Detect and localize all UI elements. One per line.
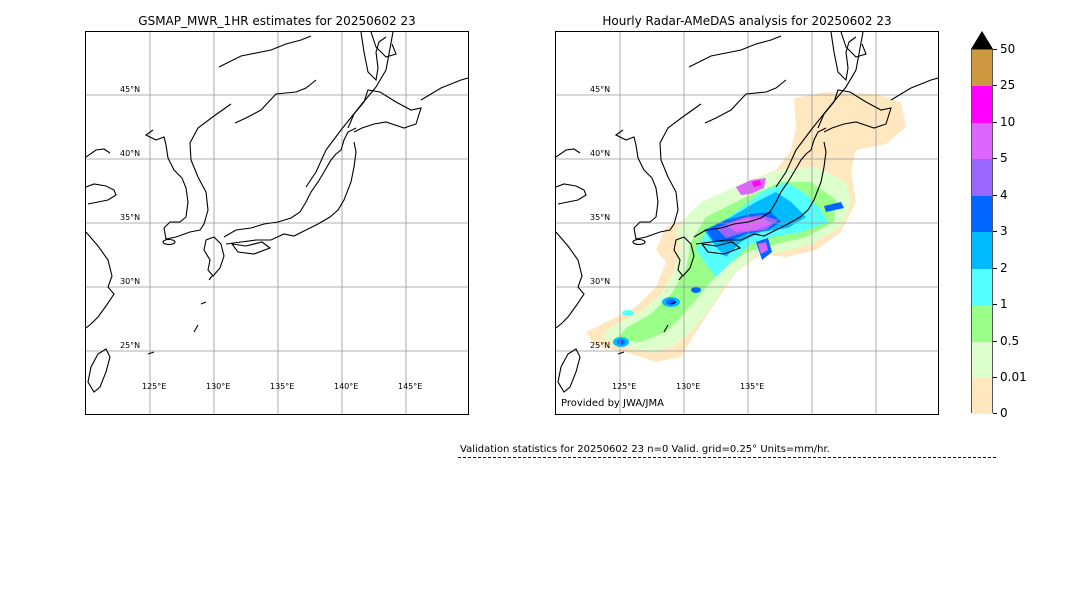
colorbar-label: 0.01 bbox=[1000, 370, 1027, 384]
lon-label-125: 125°E bbox=[612, 382, 637, 391]
colorbar-label: 0.5 bbox=[1000, 334, 1020, 348]
colorbar-seg-0-001 bbox=[972, 378, 992, 414]
colorbar-label: 10 bbox=[1000, 115, 1016, 129]
colorbar-tick bbox=[993, 195, 997, 196]
colorbar-label: 3 bbox=[1000, 224, 1008, 238]
lat-label-30: 30°N bbox=[120, 277, 141, 286]
lat-label-35: 35°N bbox=[120, 213, 141, 222]
right-map-title: Hourly Radar-AMeDAS analysis for 2025060… bbox=[602, 14, 892, 28]
colorbar-seg-05-1 bbox=[972, 305, 992, 342]
lon-label-145: 145°E bbox=[398, 382, 423, 391]
lat-label-40: 40°N bbox=[590, 149, 611, 158]
lon-label-125: 125°E bbox=[142, 382, 167, 391]
colorbar-tick bbox=[993, 49, 997, 50]
left-map-title: GSMAP_MWR_1HR estimates for 20250602 23 bbox=[138, 14, 416, 28]
lat-label-35: 35°N bbox=[590, 213, 611, 222]
lon-label-140: 140°E bbox=[334, 382, 359, 391]
colorbar-tick bbox=[993, 158, 997, 159]
lon-label-130: 130°E bbox=[206, 382, 231, 391]
data-credit: Provided by JWA/JMA bbox=[561, 398, 664, 409]
colorbar-tick bbox=[993, 413, 997, 414]
lat-label-45: 45°N bbox=[120, 85, 141, 94]
left-map-canvas bbox=[86, 32, 468, 414]
lat-label-45: 45°N bbox=[590, 85, 611, 94]
colorbar-seg-3-4 bbox=[972, 196, 992, 232]
colorbar-label: 0 bbox=[1000, 406, 1008, 420]
lon-label-135: 135°E bbox=[270, 382, 295, 391]
coastlines bbox=[556, 32, 938, 393]
colorbar-tick bbox=[993, 122, 997, 123]
lat-label-25: 25°N bbox=[590, 341, 611, 350]
lat-label-40: 40°N bbox=[120, 149, 141, 158]
colorbar-tick bbox=[993, 231, 997, 232]
colorbar-tick bbox=[993, 304, 997, 305]
colorbar-label: 2 bbox=[1000, 261, 1008, 275]
colorbar bbox=[971, 49, 993, 414]
colorbar-seg-4-5 bbox=[972, 159, 992, 196]
right-map-canvas bbox=[556, 32, 938, 414]
lat-label-30: 30°N bbox=[590, 277, 611, 286]
colorbar-tick bbox=[993, 85, 997, 86]
colorbar-tick bbox=[993, 377, 997, 378]
right-map: 45°N 40°N 35°N 30°N 25°N 125°E 130°E 135… bbox=[555, 31, 939, 415]
lon-label-130: 130°E bbox=[676, 382, 701, 391]
precip-field bbox=[586, 92, 906, 362]
colorbar-tick bbox=[993, 268, 997, 269]
colorbar-seg-10-25 bbox=[972, 86, 992, 123]
colorbar-label: 1 bbox=[1000, 297, 1008, 311]
lat-label-25: 25°N bbox=[120, 341, 141, 350]
colorbar-label: 25 bbox=[1000, 78, 1016, 92]
colorbar-seg-25-50 bbox=[972, 50, 992, 86]
left-map: 45°N 40°N 35°N 30°N 25°N 125°E 130°E 135… bbox=[85, 31, 469, 415]
graticule bbox=[86, 32, 468, 414]
lon-label-135: 135°E bbox=[740, 382, 765, 391]
colorbar-seg-5-10 bbox=[972, 123, 992, 159]
coastlines bbox=[86, 32, 468, 393]
colorbar-label: 50 bbox=[1000, 42, 1016, 56]
colorbar-seg-1-2 bbox=[972, 269, 992, 305]
colorbar-label: 4 bbox=[1000, 188, 1008, 202]
colorbar-seg-2-3 bbox=[972, 232, 992, 269]
colorbar-tick bbox=[993, 341, 997, 342]
colorbar-extend-arrow bbox=[971, 31, 993, 49]
stats-divider bbox=[458, 457, 996, 458]
validation-statistics: Validation statistics for 20250602 23 n=… bbox=[460, 444, 830, 455]
graticule bbox=[556, 32, 938, 414]
colorbar-seg-001-05 bbox=[972, 342, 992, 378]
colorbar-label: 5 bbox=[1000, 151, 1008, 165]
